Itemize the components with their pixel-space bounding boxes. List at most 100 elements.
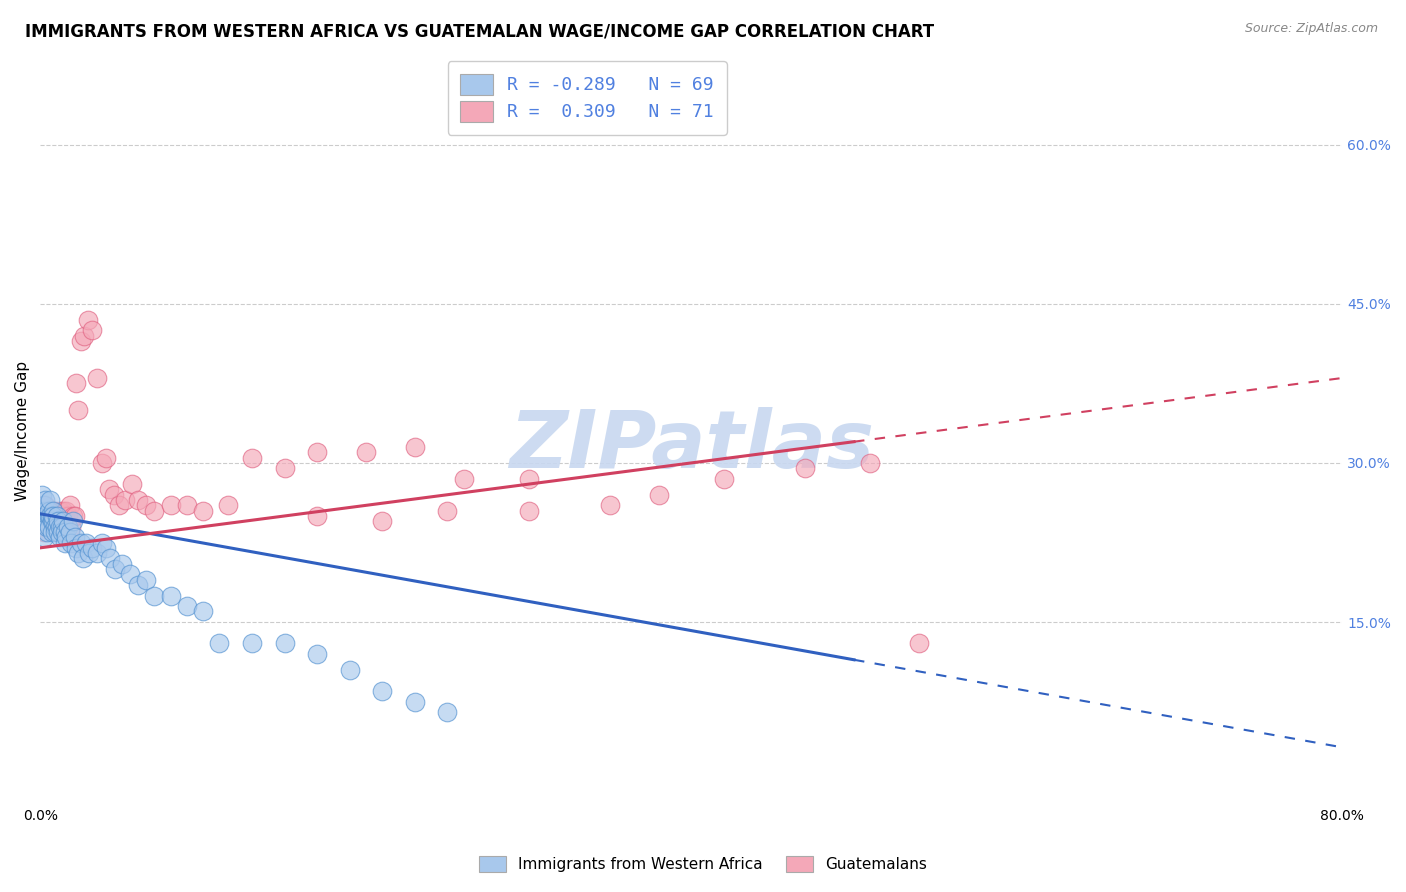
Point: [72, 551, 94, 566]
Point: [59, 499, 82, 513]
Point: [51, 524, 73, 539]
Point: [70, 535, 93, 549]
Point: [103, 488, 125, 502]
Point: [56, 519, 79, 533]
Point: [35, 514, 58, 528]
Point: [32, 524, 55, 539]
Point: [39, 508, 62, 523]
Legend: R = -0.289   N = 69, R =  0.309   N = 71: R = -0.289 N = 69, R = 0.309 N = 71: [447, 62, 727, 135]
Point: [35, 514, 58, 528]
Point: [53, 508, 76, 523]
Point: [42, 514, 65, 528]
Point: [76, 312, 98, 326]
Point: [34, 503, 56, 517]
Point: [794, 461, 817, 475]
Point: [56, 508, 79, 523]
Point: [127, 493, 149, 508]
Point: [176, 599, 198, 614]
Point: [176, 499, 198, 513]
Point: [31, 519, 53, 533]
Point: [42, 508, 65, 523]
Point: [45, 508, 67, 523]
Point: [34, 493, 56, 508]
Point: [86, 546, 108, 560]
Point: [91, 456, 114, 470]
Point: [32, 514, 55, 528]
Point: [41, 508, 63, 523]
Point: [31, 503, 53, 517]
Point: [159, 499, 181, 513]
Point: [41, 514, 63, 528]
Point: [62, 508, 84, 523]
Point: [38, 508, 60, 523]
Text: IMMIGRANTS FROM WESTERN AFRICA VS GUATEMALAN WAGE/INCOME GAP CORRELATION CHART: IMMIGRANTS FROM WESTERN AFRICA VS GUATEM…: [25, 22, 935, 40]
Point: [127, 578, 149, 592]
Point: [104, 562, 127, 576]
Point: [35, 524, 58, 539]
Point: [51, 514, 73, 528]
Point: [404, 695, 426, 709]
Point: [42, 503, 65, 517]
Point: [436, 503, 458, 517]
Point: [63, 508, 86, 523]
Point: [82, 541, 104, 555]
Point: [273, 461, 295, 475]
Point: [648, 488, 671, 502]
Point: [107, 499, 129, 513]
Point: [46, 519, 69, 533]
Point: [66, 402, 89, 417]
Point: [63, 530, 86, 544]
Point: [35, 508, 58, 523]
Point: [45, 519, 67, 533]
Point: [44, 503, 66, 517]
Point: [49, 530, 72, 544]
Point: [339, 663, 361, 677]
Point: [45, 519, 67, 533]
Point: [65, 376, 87, 391]
Point: [404, 440, 426, 454]
Point: [62, 514, 84, 528]
Point: [307, 445, 329, 459]
Point: [97, 483, 120, 497]
Point: [517, 472, 540, 486]
Point: [39, 493, 62, 508]
Point: [517, 503, 540, 517]
Text: ZIPatlas: ZIPatlas: [509, 407, 875, 485]
Point: [135, 499, 157, 513]
Point: [34, 508, 56, 523]
Point: [859, 456, 882, 470]
Point: [713, 472, 735, 486]
Point: [42, 519, 65, 533]
Point: [41, 514, 63, 528]
Point: [55, 530, 77, 544]
Point: [66, 546, 89, 560]
Point: [354, 445, 377, 459]
Point: [65, 541, 87, 555]
Point: [38, 514, 60, 528]
Point: [44, 519, 66, 533]
Point: [82, 323, 104, 337]
Point: [59, 524, 82, 539]
Point: [307, 647, 329, 661]
Point: [70, 334, 93, 348]
Point: [53, 535, 76, 549]
Point: [599, 499, 621, 513]
Point: [307, 508, 329, 523]
Point: [436, 706, 458, 720]
Point: [240, 636, 263, 650]
Point: [371, 684, 394, 698]
Point: [39, 508, 62, 523]
Legend: Immigrants from Western Africa, Guatemalans: Immigrants from Western Africa, Guatemal…: [471, 848, 935, 880]
Point: [34, 508, 56, 523]
Point: [49, 503, 72, 517]
Point: [34, 499, 56, 513]
Point: [94, 450, 117, 465]
Point: [52, 503, 75, 517]
Point: [100, 551, 122, 566]
Point: [53, 524, 76, 539]
Point: [38, 508, 60, 523]
Point: [46, 524, 69, 539]
Point: [217, 499, 239, 513]
Point: [143, 503, 166, 517]
Point: [208, 636, 231, 650]
